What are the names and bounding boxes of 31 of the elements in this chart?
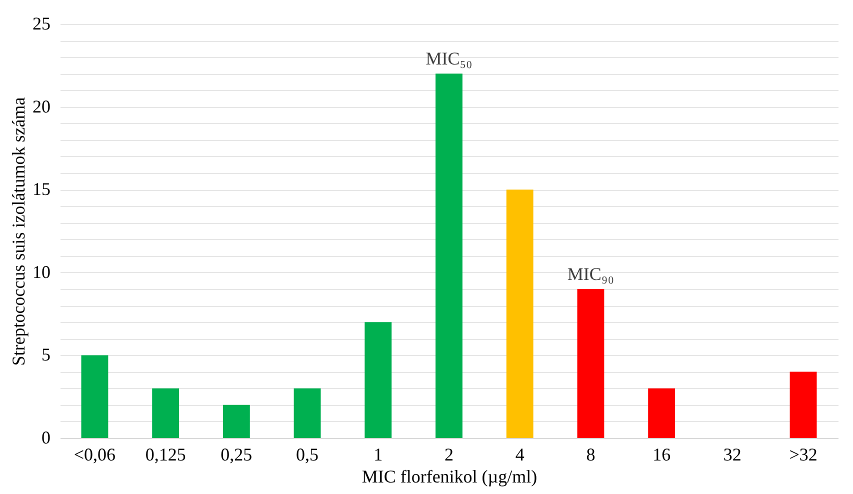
x-tick-label: 2 — [444, 444, 454, 464]
x-tick-label: 16 — [652, 444, 671, 464]
bar — [577, 288, 604, 438]
x-axis-title: MIC florfenikol (µg/ml) — [362, 466, 538, 486]
annotation: MIC₉₀ — [567, 264, 614, 284]
y-tick-label: 0 — [42, 428, 50, 448]
x-tick-label: 4 — [515, 444, 524, 464]
y-tick-label: 25 — [32, 14, 50, 34]
y-tick-label: 5 — [42, 344, 50, 365]
y-tick-label: 10 — [32, 262, 50, 282]
x-tick-label: >32 — [789, 444, 818, 464]
bar — [506, 190, 534, 438]
x-tick-label: <0,06 — [74, 444, 116, 464]
annotation: MIC₅₀ — [426, 48, 472, 69]
bar — [364, 322, 392, 438]
bar — [648, 388, 676, 438]
bar — [81, 355, 108, 438]
x-tick-label: 8 — [586, 444, 596, 464]
x-tick-label: 0,125 — [145, 444, 186, 464]
x-tick-label: 0,5 — [296, 444, 319, 464]
y-tick-label: 20 — [32, 96, 50, 116]
y-axis-title: Streptococcus suis izolátumok száma — [8, 97, 28, 366]
bar — [152, 388, 180, 438]
x-tick-label: 1 — [374, 444, 383, 464]
x-tick-label: 0,25 — [220, 444, 252, 464]
bar — [436, 74, 462, 438]
bar — [294, 388, 321, 438]
x-tick-label: 32 — [723, 444, 742, 464]
bar — [222, 404, 250, 438]
bar — [790, 372, 817, 438]
y-tick-label: 15 — [32, 179, 50, 200]
